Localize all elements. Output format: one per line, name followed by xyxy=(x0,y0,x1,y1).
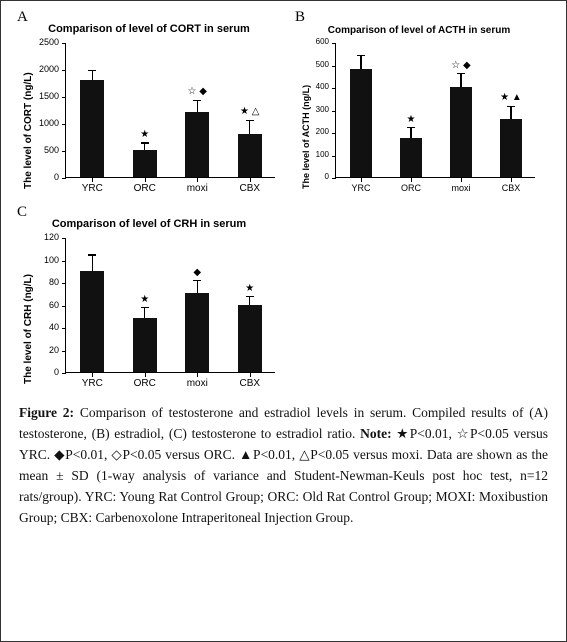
ytick-label: 20 xyxy=(29,345,59,355)
ytick-label: 100 xyxy=(299,150,329,159)
chart-title-A: Comparison of level of CORT in serum xyxy=(9,23,289,35)
panel-letter-C: C xyxy=(17,204,27,221)
ytick-label: 120 xyxy=(29,232,59,242)
ytick-label: 40 xyxy=(29,322,59,332)
significance-marker: ★ xyxy=(121,129,169,140)
xtick-label: CBX xyxy=(232,183,268,194)
xtick-label: ORC xyxy=(127,378,163,389)
bar xyxy=(400,138,423,177)
xtick-label: moxi xyxy=(179,183,215,194)
bar xyxy=(185,112,209,177)
ytick-label: 400 xyxy=(299,82,329,91)
ytick-label: 300 xyxy=(299,105,329,114)
bar xyxy=(500,119,523,178)
panel-letter-B: B xyxy=(295,9,305,26)
xtick-label: moxi xyxy=(179,378,215,389)
ytick-label: 0 xyxy=(29,367,59,377)
ytick-label: 0 xyxy=(299,172,329,181)
bar xyxy=(133,318,157,372)
plot-area-A: 05001000150020002500YRCORC★moxi☆ ◆CBX★ △ xyxy=(65,43,275,178)
ytick-label: 1000 xyxy=(29,118,59,128)
bar xyxy=(185,293,209,372)
xtick-label: YRC xyxy=(74,378,110,389)
plot-area-C: 020406080100120YRCORC★moxi◆CBX★ xyxy=(65,238,275,373)
xtick-label: CBX xyxy=(493,183,529,193)
significance-marker: ◆ xyxy=(173,267,221,278)
bar xyxy=(238,305,262,373)
ytick-label: 1500 xyxy=(29,91,59,101)
significance-marker: ★ ▲ xyxy=(487,92,535,103)
ytick-label: 100 xyxy=(29,255,59,265)
significance-marker: ★ xyxy=(226,283,274,294)
ytick-label: 80 xyxy=(29,277,59,287)
ytick-label: 600 xyxy=(299,37,329,46)
xtick-label: ORC xyxy=(393,183,429,193)
plot-area-B: 0100200300400500600YRCORC★moxi☆ ◆CBX★ ▲ xyxy=(335,43,535,178)
xtick-label: moxi xyxy=(443,183,479,193)
charts-row: A Comparison of level of CORT in serum T… xyxy=(9,9,558,399)
xtick-label: YRC xyxy=(74,183,110,194)
chart-panel-C: C Comparison of level of CRH in serum Th… xyxy=(9,204,289,399)
significance-marker: ★ △ xyxy=(226,106,274,117)
caption-note-label: Note: xyxy=(360,426,391,441)
chart-panel-A: A Comparison of level of CORT in serum T… xyxy=(9,9,289,204)
ytick-label: 2000 xyxy=(29,64,59,74)
bar xyxy=(238,134,262,177)
ytick-label: 500 xyxy=(29,145,59,155)
significance-marker: ★ xyxy=(121,294,169,305)
chart-panel-B: B Comparison of level of ACTH in serum T… xyxy=(289,9,549,204)
significance-marker: ☆ ◆ xyxy=(173,86,221,97)
xtick-label: ORC xyxy=(127,183,163,194)
ytick-label: 0 xyxy=(29,172,59,182)
xtick-label: YRC xyxy=(343,183,379,193)
significance-marker: ☆ ◆ xyxy=(437,60,485,71)
ytick-label: 200 xyxy=(299,127,329,136)
significance-marker: ★ xyxy=(387,114,435,125)
bar xyxy=(80,271,104,372)
figure-caption: Figure 2: Comparison of testosterone and… xyxy=(9,399,558,531)
ytick-label: 60 xyxy=(29,300,59,310)
caption-fig-label: Figure 2: xyxy=(19,405,74,420)
bar xyxy=(450,87,473,177)
ytick-label: 2500 xyxy=(29,37,59,47)
chart-title-B: Comparison of level of ACTH in serum xyxy=(289,25,549,36)
chart-title-C: Comparison of level of CRH in serum xyxy=(9,218,289,230)
xtick-label: CBX xyxy=(232,378,268,389)
figure-container: A Comparison of level of CORT in serum T… xyxy=(0,0,567,642)
panel-letter-A: A xyxy=(17,9,28,26)
bar xyxy=(80,80,104,177)
bar xyxy=(350,69,373,177)
ytick-label: 500 xyxy=(299,60,329,69)
bar xyxy=(133,150,157,177)
